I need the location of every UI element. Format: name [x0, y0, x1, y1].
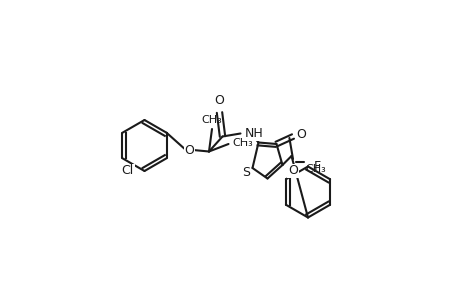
Text: O: O [287, 164, 297, 177]
Text: S: S [242, 166, 250, 179]
Text: CH₃: CH₃ [201, 115, 222, 125]
Text: CH₃: CH₃ [232, 138, 252, 148]
Text: O: O [184, 143, 194, 157]
Text: NH: NH [245, 127, 263, 140]
Text: F: F [313, 160, 320, 173]
Text: O: O [213, 94, 224, 106]
Text: O: O [296, 128, 306, 142]
Text: CH₃: CH₃ [304, 164, 325, 174]
Text: Cl: Cl [122, 164, 134, 178]
